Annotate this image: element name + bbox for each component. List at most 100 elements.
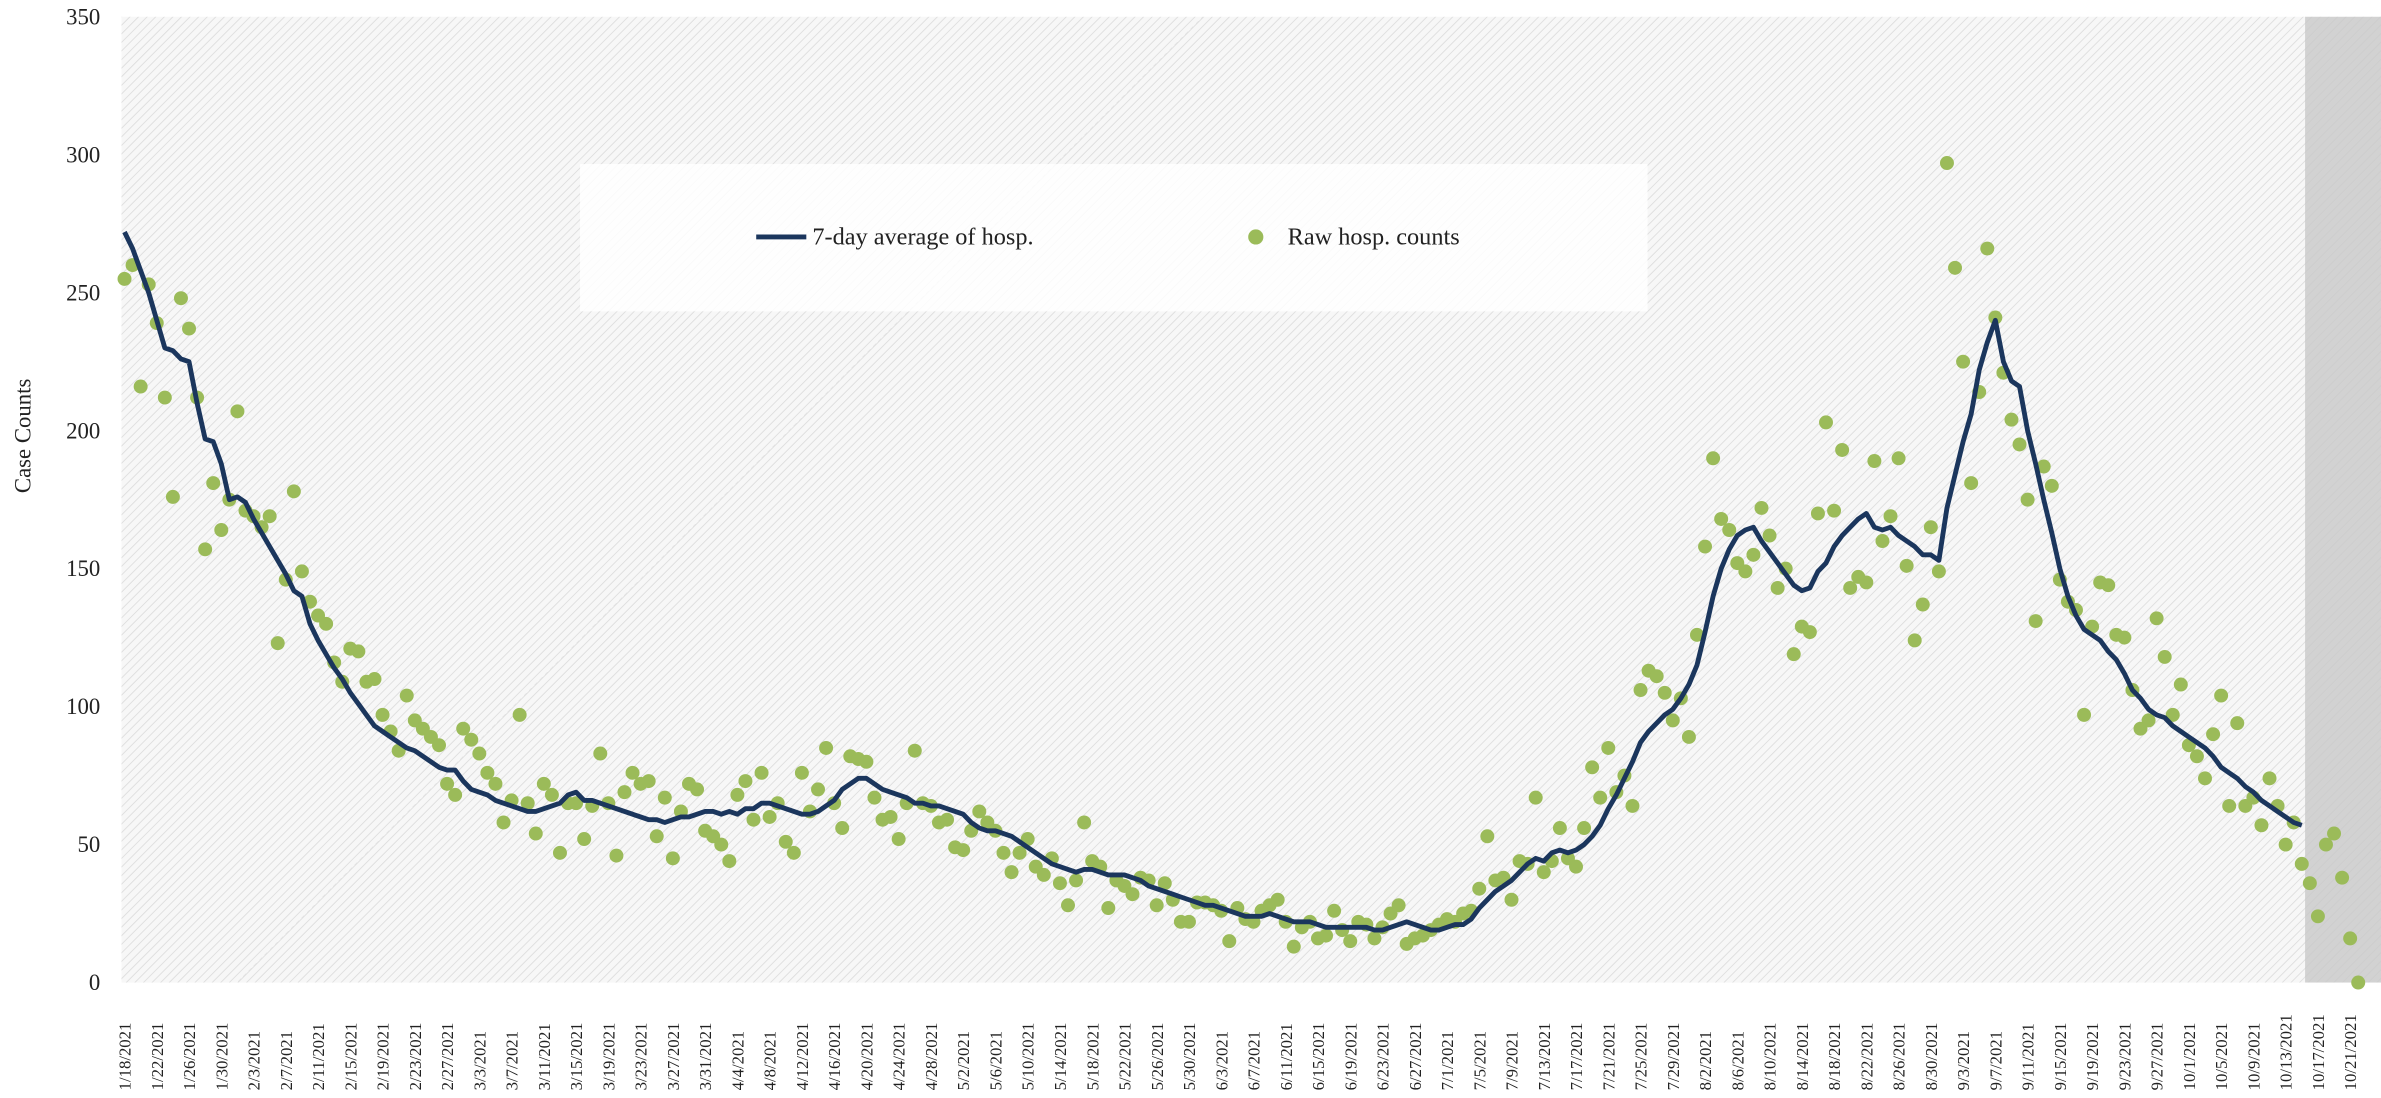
raw-point — [835, 821, 850, 835]
raw-point — [819, 741, 834, 755]
raw-point — [182, 321, 197, 336]
raw-point — [198, 542, 213, 557]
y-tick-label: 0 — [89, 970, 100, 995]
raw-point — [1004, 865, 1019, 880]
raw-point — [472, 746, 487, 761]
raw-point — [649, 829, 664, 844]
x-tick-label: 10/17/2021 — [2309, 1014, 2328, 1090]
raw-point — [2254, 818, 2269, 833]
x-tick-label: 2/3/2021 — [245, 1031, 264, 1090]
raw-point — [1746, 547, 1761, 562]
raw-point — [528, 826, 543, 841]
x-tick-label: 6/11/2021 — [1277, 1023, 1296, 1090]
raw-point — [2343, 931, 2358, 946]
raw-point — [1722, 523, 1737, 537]
raw-point — [2335, 870, 2350, 885]
y-axis-title: Case Counts — [10, 379, 35, 494]
raw-point — [2222, 798, 2237, 813]
x-tick-label: 9/3/2021 — [1954, 1031, 1973, 1090]
x-tick-label: 3/11/2021 — [535, 1023, 554, 1090]
raw-point — [319, 616, 334, 631]
y-tick-label: 100 — [66, 694, 100, 719]
raw-point — [2294, 856, 2309, 871]
raw-point — [1875, 534, 1890, 549]
raw-point — [133, 379, 148, 394]
raw-point — [270, 636, 285, 651]
raw-point — [1931, 564, 1946, 579]
x-tick-label: 9/27/2021 — [2148, 1023, 2167, 1091]
x-tick-label: 4/24/2021 — [890, 1023, 909, 1091]
raw-point — [811, 782, 825, 797]
raw-point — [738, 774, 753, 789]
raw-point — [480, 765, 495, 780]
x-tick-label: 9/11/2021 — [2019, 1023, 2038, 1090]
x-tick-label: 4/8/2021 — [761, 1031, 780, 1090]
raw-point — [1883, 509, 1898, 524]
raw-point — [2206, 727, 2221, 742]
raw-point — [1149, 898, 1164, 913]
x-tick-label: 1/30/2021 — [212, 1023, 231, 1091]
raw-point — [173, 291, 188, 306]
x-tick-label: 7/5/2021 — [1470, 1031, 1489, 1090]
raw-point — [488, 776, 503, 791]
x-tick-label: 3/15/2021 — [567, 1023, 586, 1091]
raw-point — [1956, 354, 1971, 369]
raw-point — [2141, 713, 2156, 728]
x-tick-label: 10/5/2021 — [2212, 1023, 2231, 1091]
raw-point — [625, 765, 640, 780]
raw-point — [1964, 476, 1979, 491]
raw-point — [1867, 454, 1882, 469]
raw-point — [399, 688, 414, 703]
raw-point — [1907, 633, 1922, 648]
x-tick-label: 1/18/2021 — [116, 1023, 135, 1091]
legend-dot-swatch — [1248, 229, 1264, 245]
raw-point — [657, 790, 672, 805]
raw-point — [2189, 749, 2204, 764]
x-tick-label: 6/15/2021 — [1309, 1023, 1328, 1091]
raw-point — [730, 787, 745, 802]
x-tick-label: 1/26/2021 — [180, 1023, 199, 1091]
raw-point — [1319, 928, 1334, 943]
raw-point — [2020, 492, 2035, 507]
raw-point — [1472, 881, 1487, 896]
raw-point — [440, 776, 455, 791]
raw-point — [722, 854, 737, 869]
raw-point — [2262, 771, 2277, 786]
raw-point — [2157, 649, 2172, 664]
raw-point — [1714, 511, 1729, 526]
x-tick-label: 10/9/2021 — [2244, 1023, 2263, 1091]
raw-point — [1552, 821, 1567, 835]
x-tick-label: 8/18/2021 — [1825, 1023, 1844, 1091]
raw-point — [2327, 826, 2342, 841]
raw-point — [1061, 898, 1075, 913]
raw-point — [214, 523, 229, 537]
raw-point — [544, 787, 559, 802]
raw-point — [1827, 503, 1842, 518]
x-tick-label: 4/28/2021 — [922, 1023, 941, 1091]
raw-point — [1819, 415, 1833, 430]
raw-point — [641, 774, 656, 789]
raw-point — [1923, 520, 1938, 535]
raw-point — [1286, 939, 1301, 954]
raw-point — [1859, 575, 1874, 590]
x-tick-label: 6/7/2021 — [1245, 1031, 1264, 1090]
raw-point — [2028, 614, 2043, 629]
raw-point — [1754, 500, 1769, 515]
raw-point — [1899, 558, 1914, 573]
x-tick-label: 8/14/2021 — [1793, 1023, 1812, 1091]
raw-point — [1125, 887, 1140, 902]
raw-point — [2351, 975, 2366, 990]
x-tick-label: 1/22/2021 — [148, 1023, 167, 1091]
raw-point — [206, 476, 221, 491]
x-tick-label: 3/7/2021 — [503, 1031, 522, 1090]
raw-point — [762, 809, 777, 824]
x-tick-label: 7/25/2021 — [1632, 1023, 1651, 1091]
raw-point — [996, 845, 1011, 860]
raw-point — [1633, 683, 1648, 698]
raw-point — [1012, 845, 1027, 860]
x-tick-label: 5/2/2021 — [954, 1031, 973, 1090]
raw-point — [1625, 798, 1640, 813]
x-tick-label: 8/10/2021 — [1761, 1023, 1780, 1091]
x-tick-label: 8/6/2021 — [1728, 1031, 1747, 1090]
raw-point — [1698, 539, 1713, 554]
